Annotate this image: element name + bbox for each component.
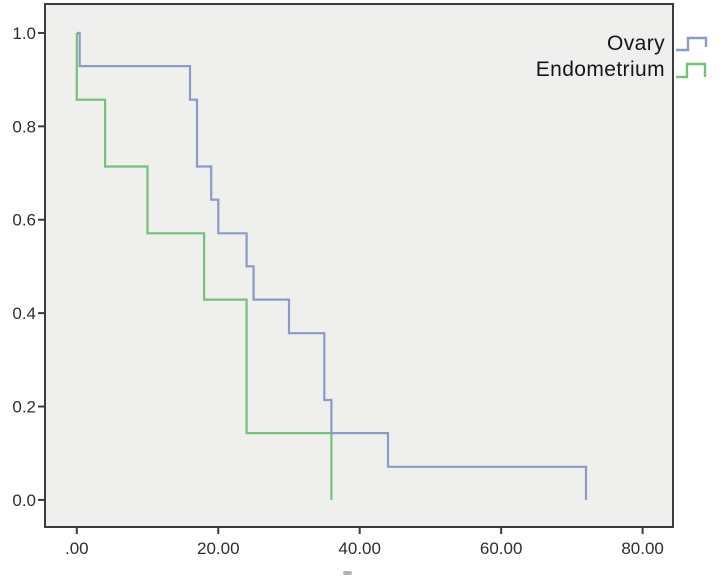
y-tick-label: 0.0 [12,491,36,510]
endometrium-step-line-icon [676,62,707,78]
plot-area [45,4,673,527]
x-tick-label: 20.00 [197,539,240,558]
legend-label-ovary: Ovary [606,32,665,55]
legend: Ovary Endometrium [536,31,714,82]
x-tick-label: 80.00 [621,539,664,558]
survival-curve-ovary [76,31,588,500]
y-tick-label: 0.2 [12,398,36,417]
y-tick-label: 0.8 [12,117,36,136]
y-tick-label: 1.0 [12,24,36,43]
ovary-step-line-icon [676,36,708,51]
legend-item-endometrium: Endometrium [536,57,714,82]
plot-border [44,3,674,528]
x-tick-label: .00 [65,539,89,558]
legend-item-ovary: Ovary [607,31,714,56]
x-tick-label: 40.00 [338,539,381,558]
legend-label-endometrium: Endometrium [535,58,665,81]
y-tick-label: 0.6 [12,211,36,230]
y-tick-label: 0.4 [12,304,36,323]
x-tick-label: 60.00 [480,539,523,558]
axis-title-fragment [343,571,352,575]
survival-curve-endometrium [75,33,333,500]
